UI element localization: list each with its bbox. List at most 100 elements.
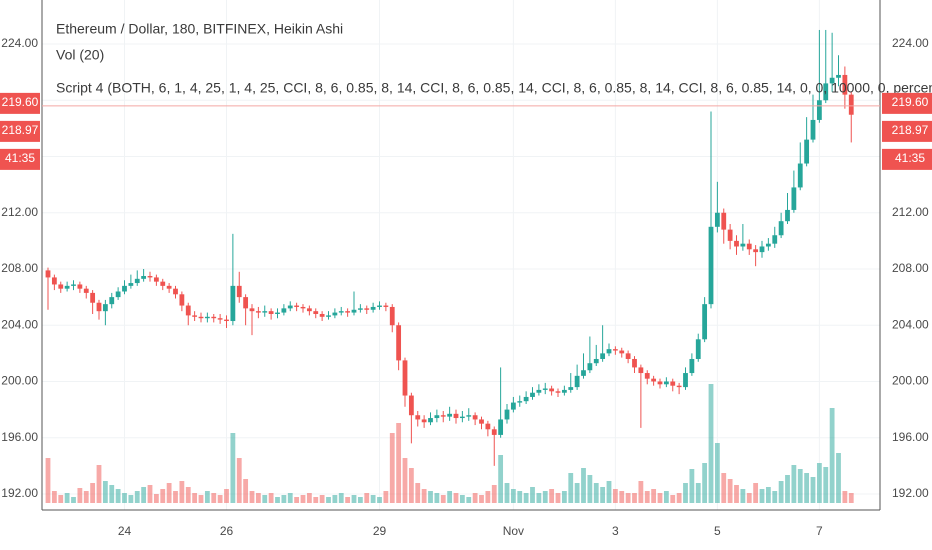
volume-bar [153, 494, 159, 503]
volume-bar [823, 467, 829, 503]
volume-bar [523, 493, 529, 503]
candle-body [453, 413, 459, 419]
y-tick-label: 224.00 [892, 36, 929, 50]
volume-bar [255, 493, 261, 503]
candle-body [115, 291, 121, 298]
price-label-box [882, 148, 932, 170]
candles [45, 29, 854, 466]
volume-bar [593, 483, 599, 503]
volume-bar [746, 493, 752, 503]
candle-body [816, 100, 822, 120]
volume-bar [102, 481, 108, 503]
candle-body [459, 416, 465, 419]
volume-bar [561, 491, 567, 503]
volume-bar [581, 468, 586, 503]
volume-bar [77, 488, 83, 503]
candle-body [236, 285, 242, 298]
volume-bar [185, 487, 191, 503]
x-tick-label: Nov [503, 524, 524, 538]
volume-bar [536, 493, 542, 503]
volume-bar [179, 481, 185, 503]
candle-body [804, 139, 810, 164]
volume-bar [90, 483, 96, 503]
volume-bar [313, 497, 319, 503]
volume-bar [606, 481, 612, 503]
candle-body [683, 373, 688, 388]
candle-body [536, 389, 542, 393]
candle-body [702, 304, 708, 340]
volume-bar [389, 433, 395, 503]
volume-bar [326, 497, 331, 503]
candle-body [517, 401, 523, 403]
candle-body [714, 212, 720, 227]
candle-body [440, 415, 446, 417]
candle-body [472, 415, 478, 420]
volume-bar [377, 497, 382, 503]
candle-body [485, 423, 491, 430]
volume-bar [71, 497, 76, 503]
volume-bar [134, 491, 140, 503]
candle-body [561, 389, 567, 393]
price-label-box [882, 120, 932, 142]
candle-body [657, 381, 663, 385]
volume-bar [351, 495, 357, 503]
volume-bar [638, 481, 644, 503]
candle-body [574, 375, 580, 388]
candle-body [402, 360, 408, 396]
volume-bar [332, 495, 338, 503]
candle-body [498, 419, 504, 435]
volume-bar [243, 479, 249, 503]
volume-bar [83, 491, 89, 503]
volume-bar [683, 483, 688, 503]
volume-bar [198, 495, 204, 503]
candle-body [77, 284, 83, 289]
candle-body [695, 339, 701, 359]
volume-bar [415, 483, 421, 503]
candle-body [555, 391, 561, 393]
volume-bar [192, 493, 198, 503]
volume-bar [791, 465, 797, 503]
candle-body [619, 350, 625, 354]
volume-bar [357, 497, 363, 503]
candle-body [319, 313, 325, 317]
volume-bar [453, 493, 459, 503]
volume-bar [421, 489, 427, 503]
volume-bar [51, 491, 57, 503]
volume-bar [587, 475, 593, 503]
volume-pane [45, 384, 854, 503]
candle-body [211, 316, 217, 319]
candle-body [727, 229, 733, 241]
candle-body [676, 385, 682, 388]
candle-body [294, 305, 300, 307]
volume-bar [294, 497, 300, 503]
y-tick-label: 196.00 [1, 430, 38, 444]
volume-bar [287, 493, 293, 503]
volume-bar [96, 465, 102, 503]
y-tick-label: 192.00 [892, 486, 929, 500]
volume-bar [714, 443, 720, 503]
candle-body [96, 302, 102, 312]
volume-bar [479, 495, 484, 503]
y-tick-label: 196.00 [892, 430, 929, 444]
y-tick-label: 208.00 [1, 261, 38, 275]
candle-body [823, 83, 829, 101]
volume-bar [485, 491, 491, 503]
volume-bar [772, 491, 778, 503]
volume-bar [574, 483, 580, 503]
volume-bar [663, 491, 669, 503]
volume-bar [383, 491, 389, 503]
y-tick-label: 224.00 [1, 36, 38, 50]
candle-body [243, 297, 249, 309]
price-label: 41:35 [895, 151, 925, 165]
candle-body [638, 367, 644, 374]
volume-bar [542, 491, 548, 503]
indicator-label: Script 4 (BOTH, 6, 1, 4, 25, 1, 4, 25, C… [56, 80, 932, 96]
y-tick-label: 208.00 [892, 261, 929, 275]
volume-bar [810, 477, 816, 503]
volume-bar [644, 491, 650, 503]
price-label: 219.60 [892, 95, 929, 109]
price-label: 218.97 [892, 123, 929, 137]
volume-bar [224, 489, 229, 503]
candle-body [568, 387, 574, 390]
